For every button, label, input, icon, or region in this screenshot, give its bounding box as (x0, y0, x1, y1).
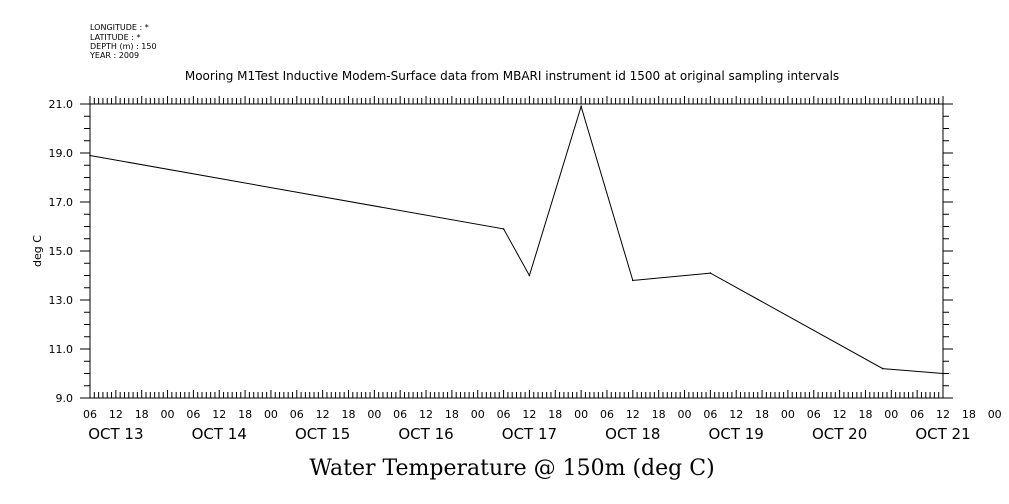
x-hour-tick-label: 06 (186, 408, 200, 421)
y-tick-label: 21.0 (49, 98, 74, 111)
data-point (502, 228, 505, 230)
x-hour-tick-label: 00 (471, 408, 485, 421)
x-day-label: OCT 20 (812, 425, 867, 443)
x-hour-tick-label: 06 (290, 408, 304, 421)
x-hour-tick-label: 00 (161, 408, 175, 421)
x-hour-tick-label: 12 (109, 408, 123, 421)
x-hour-tick-label: 12 (626, 408, 640, 421)
plot-frame (89, 103, 944, 399)
y-tick-label: 11.0 (49, 343, 74, 356)
x-hour-tick-label: 00 (988, 408, 1002, 421)
x-hour-tick-label: 06 (703, 408, 717, 421)
x-day-label: OCT 21 (915, 425, 970, 443)
meta-depth: DEPTH (m) : 150 (90, 42, 157, 51)
x-hour-tick-label: 12 (419, 408, 433, 421)
data-point (528, 274, 531, 277)
x-hour-tick-label: 06 (83, 408, 97, 421)
axes: 06 12 18 00 06 12 18 00 06 12 18 00 06 12 18 00 06 12 18 00… (49, 96, 1002, 443)
x-day-label: OCT 18 (605, 425, 660, 443)
chart-title: Mooring M1Test Inductive Modem-Surface d… (185, 69, 839, 83)
y-tick-label: 17.0 (49, 196, 74, 209)
y-tick-label: 15.0 (49, 245, 74, 258)
x-hour-tick-label: 00 (574, 408, 588, 421)
x-day-label: OCT 17 (502, 425, 557, 443)
x-hour-tick-label: 06 (910, 408, 924, 421)
x-day-label: OCT 13 (88, 425, 143, 443)
x-hour-tick-label: 00 (264, 408, 278, 421)
data-point (580, 105, 582, 108)
x-hour-tick-label: 00 (678, 408, 692, 421)
meta-latitude: LATITUDE : * (90, 33, 140, 42)
x-hour-tick-label: 12 (936, 408, 950, 421)
x-hour-tick-label: 06 (600, 408, 614, 421)
data-point (709, 272, 712, 274)
y-tick-label: 13.0 (49, 294, 74, 307)
series-line (89, 104, 944, 374)
y-tick-label: 19.0 (49, 147, 74, 160)
x-hour-tick-label: 18 (341, 408, 355, 421)
x-hour-tick-label: 18 (652, 408, 666, 421)
x-hour-tick-label: 00 (367, 408, 381, 421)
y-axis-label: deg C (31, 235, 44, 267)
data-point (881, 367, 884, 370)
x-day-label: OCT 16 (398, 425, 453, 443)
x-hour-tick-label: 06 (393, 408, 407, 421)
x-hour-tick-label: 06 (807, 408, 821, 421)
x-hour-tick-label: 12 (833, 408, 847, 421)
x-hour-tick-label: 12 (522, 408, 536, 421)
meta-longitude: LONGITUDE : * (90, 23, 149, 32)
data-point (942, 372, 944, 375)
x-hour-tick-label: 12 (212, 408, 226, 421)
x-hour-tick-label: 00 (884, 408, 898, 421)
x-hour-tick-label: 18 (548, 408, 562, 421)
series-group (89, 104, 944, 375)
meta-year: YEAR : 2009 (89, 51, 139, 60)
x-hour-tick-label: 06 (497, 408, 511, 421)
data-point (89, 154, 91, 157)
x-axis-caption: Water Temperature @ 150m (deg C) (309, 456, 714, 481)
x-hour-tick-label: 18 (135, 408, 149, 421)
x-hour-tick-label: 18 (755, 408, 769, 421)
x-hour-tick-label: 00 (781, 408, 795, 421)
x-day-label: OCT 19 (709, 425, 764, 443)
x-day-label: OCT 14 (192, 425, 247, 443)
x-hour-tick-label: 12 (316, 408, 330, 421)
y-tick-label: 9.0 (56, 392, 74, 405)
x-hour-tick-label: 18 (445, 408, 459, 421)
x-hour-tick-label: 18 (962, 408, 976, 421)
x-hour-tick-label: 12 (729, 408, 743, 421)
x-hour-tick-label: 18 (858, 408, 872, 421)
metadata-block: LONGITUDE : * LATITUDE : * DEPTH (m) : 1… (89, 23, 157, 60)
x-day-label: OCT 15 (295, 425, 350, 443)
data-point (632, 279, 634, 282)
x-hour-tick-label: 18 (238, 408, 252, 421)
